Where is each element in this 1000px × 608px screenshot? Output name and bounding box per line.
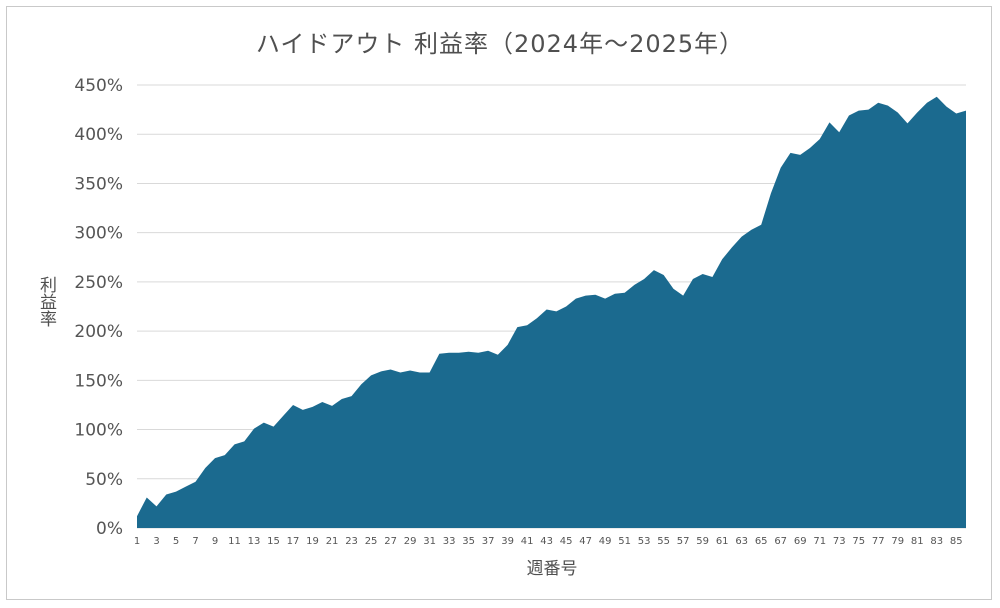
x-tick-label: 43	[540, 536, 553, 547]
x-tick-label: 67	[774, 536, 787, 547]
x-tick-label: 19	[306, 536, 319, 547]
x-tick-label: 9	[212, 536, 218, 547]
y-tick-label: 450%	[74, 76, 123, 96]
x-tick-label: 73	[833, 536, 846, 547]
x-tick-label: 59	[696, 536, 709, 547]
y-tick-label: 300%	[74, 224, 123, 244]
x-tick-label: 49	[599, 536, 612, 547]
x-tick-label: 35	[462, 536, 475, 547]
x-tick-label: 31	[423, 536, 436, 547]
y-tick-label: 100%	[74, 421, 123, 441]
x-tick-label: 65	[755, 536, 768, 547]
x-tick-label: 17	[287, 536, 300, 547]
chart-title: ハイドアウト 利益率（2024年～2025年）	[255, 30, 745, 58]
x-tick-label: 39	[501, 536, 514, 547]
x-tick-label: 33	[443, 536, 456, 547]
y-tick-label: 50%	[85, 470, 123, 490]
x-tick-label: 53	[638, 536, 651, 547]
x-tick-label: 77	[872, 536, 885, 547]
x-tick-label: 79	[891, 536, 904, 547]
x-axis-label: 週番号	[526, 559, 578, 579]
x-tick-label: 69	[794, 536, 807, 547]
x-tick-label: 15	[267, 536, 280, 547]
x-tick-label: 51	[618, 536, 631, 547]
x-tick-label: 7	[192, 536, 198, 547]
x-tick-label: 37	[482, 536, 495, 547]
x-tick-label: 63	[735, 536, 748, 547]
x-tick-label: 61	[716, 536, 729, 547]
series-area	[137, 96, 966, 528]
y-tick-layer: 0% 50% 100% 150% 200% 250% 300% 350% 400% 450%	[74, 76, 123, 539]
x-tick-label: 25	[365, 536, 378, 547]
x-tick-label: 47	[579, 536, 592, 547]
x-tick-label: 83	[930, 536, 943, 547]
x-tick-label: 81	[911, 536, 924, 547]
x-tick-label: 21	[326, 536, 339, 547]
x-tick-label: 71	[813, 536, 826, 547]
y-axis-label: 利益率	[36, 276, 56, 327]
x-tick-label: 5	[173, 536, 179, 547]
y-tick-label: 350%	[74, 174, 123, 194]
y-tick-label: 0%	[96, 519, 123, 539]
x-tick-label: 41	[521, 536, 534, 547]
y-tick-label: 150%	[74, 371, 123, 391]
x-tick-label: 23	[345, 536, 358, 547]
x-tick-label: 27	[384, 536, 397, 547]
x-tick-label: 55	[657, 536, 670, 547]
x-tick-label: 11	[228, 536, 241, 547]
x-tick-label: 29	[404, 536, 417, 547]
area-layer	[137, 96, 966, 528]
y-tick-label: 200%	[74, 322, 123, 342]
x-tick-label: 45	[560, 536, 573, 547]
x-tick-label: 57	[677, 536, 690, 547]
x-tick-label: 1	[134, 536, 140, 547]
x-tick-layer: 1 3 5 7 9 11 13 15 17 19 21 23 25 27 29 31 33 35 37 39 41 43 4…	[134, 536, 963, 547]
x-tick-label: 13	[248, 536, 261, 547]
y-tick-label: 250%	[74, 273, 123, 293]
x-tick-label: 3	[153, 536, 159, 547]
x-tick-label: 75	[852, 536, 865, 547]
x-tick-label: 85	[950, 536, 963, 547]
y-tick-label: 400%	[74, 125, 123, 145]
